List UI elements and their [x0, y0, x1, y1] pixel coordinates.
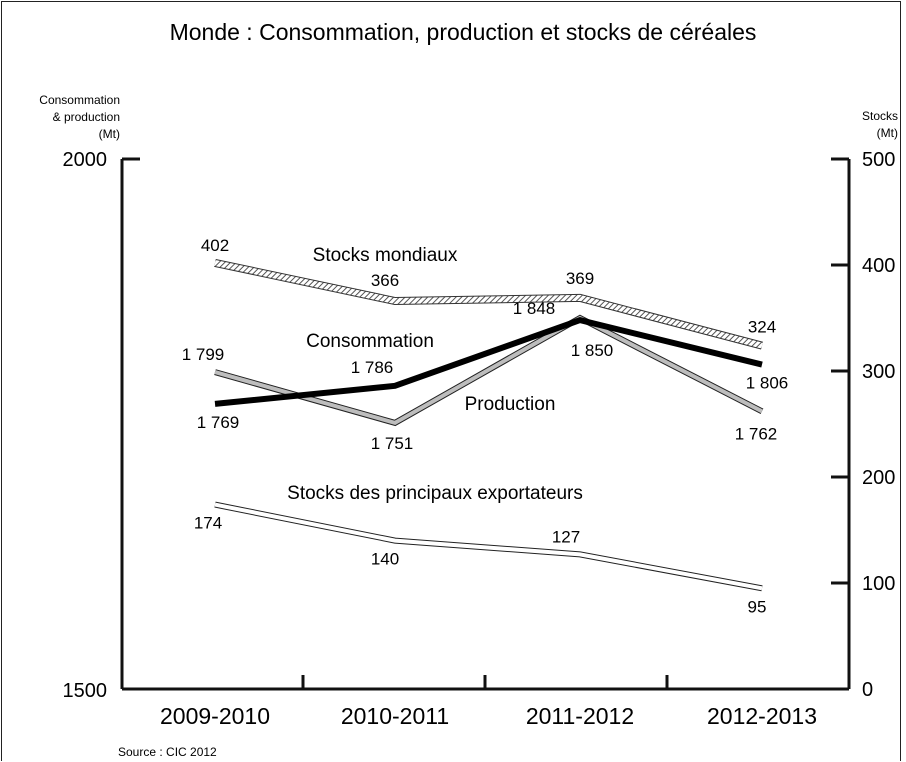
chart-title: Monde : Consommation, production et stoc… [170, 19, 757, 45]
series-lines [214, 258, 764, 592]
category-label: 2010-2011 [341, 703, 449, 729]
data-label: 366 [371, 271, 399, 290]
series-name-label: Consommation [306, 331, 434, 352]
data-label: 1 850 [571, 341, 614, 360]
data-label: 1 848 [513, 299, 556, 318]
series-line-inner-stocks-des-principaux-exportateurs [214, 502, 763, 591]
series-name-label: Stocks des principaux exportateurs [287, 483, 583, 504]
right-tick-label: 100 [862, 573, 895, 595]
right-tick-label: 0 [862, 679, 873, 701]
data-label: 127 [552, 527, 580, 546]
category-label: 2011-2012 [526, 703, 634, 729]
left-tick-label: 2000 [63, 149, 108, 171]
data-label: 1 769 [197, 413, 240, 432]
right-tick-label: 500 [862, 149, 895, 171]
axes: 2000 1500 0 100 200 300 400 500 2009-2010 2010-20… [63, 149, 896, 729]
left-axis-title: Consommation & production (Mt) [39, 93, 120, 141]
left-tick-label: 1500 [63, 680, 108, 702]
right-axis-title-line: (Mt) [877, 126, 898, 140]
data-label: 1 799 [182, 345, 225, 364]
category-label: 2012-2013 [707, 703, 817, 729]
series-stocks-mondiaux [214, 258, 764, 350]
data-label: 402 [201, 236, 229, 255]
series-name-label: Production [465, 394, 556, 415]
data-label: 369 [566, 269, 594, 288]
data-label: 1 751 [371, 434, 414, 453]
series-line-inner-stocks-mondiaux [214, 259, 763, 349]
left-axis-title-line: & production [53, 110, 120, 124]
right-axis-title-line: Stocks [862, 109, 898, 123]
data-label: 1 762 [735, 424, 778, 443]
data-label: 1 806 [746, 374, 789, 393]
series-consommation [214, 316, 763, 407]
data-label: 95 [748, 597, 767, 616]
series-name-label: Stocks mondiaux [313, 245, 458, 266]
source-note: Source : CIC 2012 [118, 745, 217, 759]
right-tick-label: 200 [862, 467, 895, 489]
right-tick-label: 400 [862, 255, 895, 277]
right-tick-label: 300 [862, 361, 895, 383]
series-line-consommation [214, 316, 763, 407]
left-axis-title-line: (Mt) [99, 127, 120, 141]
data-label: 324 [748, 318, 776, 337]
right-axis-title: Stocks (Mt) [862, 109, 898, 140]
series-stocks-des-principaux-exportateurs [214, 501, 763, 592]
labels: Stocks mondiaux 402 366 369 324 Consommation 1… [182, 236, 789, 616]
data-label: 174 [194, 514, 222, 533]
data-label: 1 786 [351, 358, 394, 377]
series-line-stocks-mondiaux [214, 258, 764, 350]
left-axis-title-line: Consommation [39, 93, 120, 107]
category-label: 2009-2010 [160, 703, 270, 729]
data-label: 140 [371, 550, 399, 569]
